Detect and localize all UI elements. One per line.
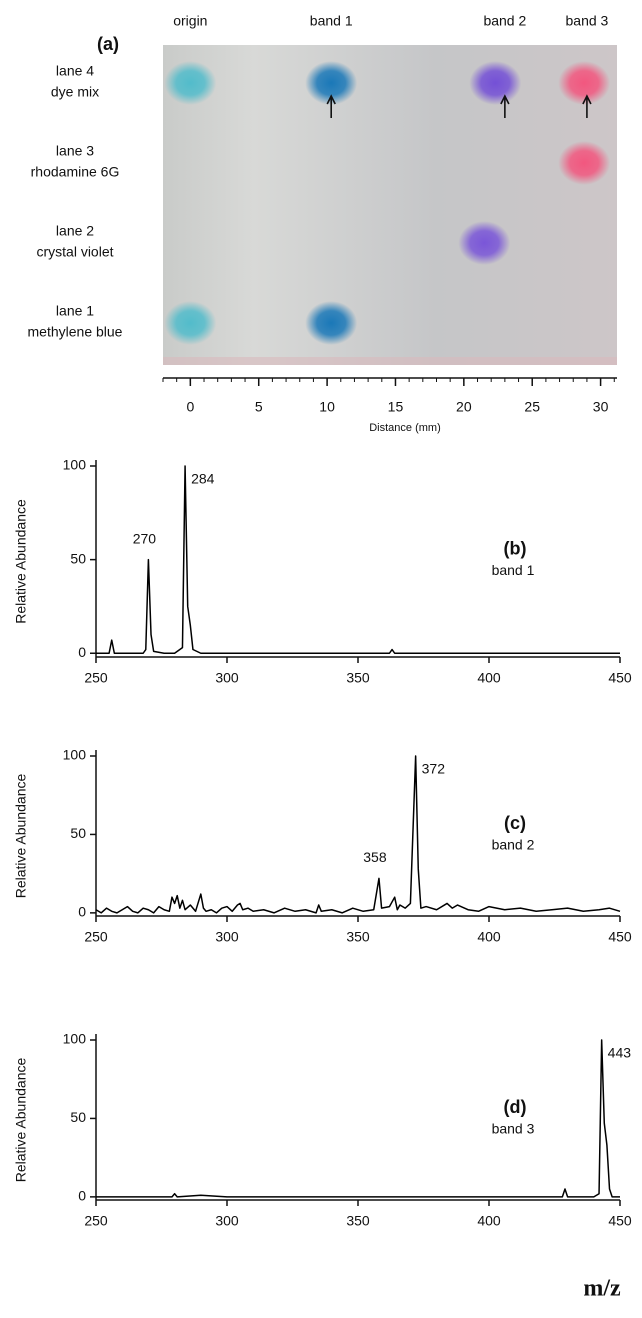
panel-subtitle: band 1: [492, 562, 535, 578]
spot: [558, 141, 611, 185]
tlc-plate: [163, 45, 617, 365]
y-axis-label: Relative Abundance: [13, 499, 29, 624]
panel-label: (c): [504, 813, 526, 833]
spectrum-line: [95, 755, 621, 914]
x-axis-label: m/z: [583, 1276, 621, 1302]
y-tick-label: 0: [78, 904, 86, 920]
band-label: band 1: [310, 13, 353, 29]
spectrum-line: [96, 465, 620, 654]
y-tick-label: 0: [78, 1188, 86, 1204]
lane-name: lane 3: [56, 143, 94, 159]
lane-name: lane 1: [56, 303, 94, 319]
x-tick-label: 300: [215, 929, 239, 945]
x-tick-label: 30: [593, 399, 609, 415]
band-label: band 2: [483, 13, 526, 29]
spot: [164, 301, 217, 345]
y-axis-label: Relative Abundance: [13, 774, 29, 899]
spot: [164, 61, 217, 105]
x-tick-label: 20: [456, 399, 472, 415]
y-tick-label: 50: [70, 1109, 86, 1125]
spectrum-line: [96, 1039, 620, 1198]
spot: [305, 61, 358, 105]
lane-compound: crystal violet: [36, 244, 113, 260]
x-tick-label: 250: [84, 670, 108, 686]
lane-name: lane 2: [56, 223, 94, 239]
plate-edge: [163, 357, 617, 365]
peak-label: 372: [422, 761, 446, 777]
peak-label: 270: [133, 530, 157, 546]
x-tick-label: 400: [477, 670, 501, 686]
panel-label: (a): [97, 34, 119, 54]
panel-label: (b): [504, 538, 527, 558]
x-tick-label: 350: [346, 1213, 370, 1229]
y-axis-label: Relative Abundance: [13, 1058, 29, 1183]
lane-compound: dye mix: [51, 84, 99, 100]
y-tick-label: 0: [78, 644, 86, 660]
x-tick-label: 350: [346, 670, 370, 686]
lane-name: lane 4: [56, 63, 94, 79]
panel-subtitle: band 3: [492, 1121, 535, 1137]
arrow: [500, 94, 510, 118]
band-label: origin: [173, 13, 207, 29]
x-tick-label: 5: [255, 399, 263, 415]
x-tick-label: 350: [346, 929, 370, 945]
x-tick-label: 400: [477, 929, 501, 945]
x-tick-label: 0: [186, 399, 194, 415]
peak-label: 358: [363, 849, 387, 865]
y-tick-label: 50: [70, 550, 86, 566]
panel-label: (d): [504, 1097, 527, 1117]
spot: [458, 221, 511, 265]
x-tick-label: 10: [319, 399, 335, 415]
x-tick-label: 15: [388, 399, 404, 415]
x-tick-label: 450: [608, 670, 632, 686]
x-tick-label: 450: [608, 929, 632, 945]
spot: [469, 61, 522, 105]
x-tick-label: 25: [524, 399, 540, 415]
x-tick-label: 250: [84, 929, 108, 945]
panel-subtitle: band 2: [492, 837, 535, 853]
arrow: [582, 94, 592, 118]
x-axis-label: Distance (mm): [369, 422, 441, 434]
lane-compound: methylene blue: [28, 324, 123, 340]
band-label: band 3: [566, 13, 609, 29]
y-tick-label: 100: [63, 747, 87, 763]
peak-label: 284: [191, 471, 215, 487]
lane-compound: rhodamine 6G: [31, 164, 120, 180]
x-tick-label: 400: [477, 1213, 501, 1229]
y-tick-label: 50: [70, 825, 86, 841]
peak-label: 443: [608, 1045, 632, 1061]
spot: [558, 61, 611, 105]
x-tick-label: 300: [215, 670, 239, 686]
spot: [305, 301, 358, 345]
arrow: [326, 94, 336, 118]
y-tick-label: 100: [63, 1031, 87, 1047]
x-tick-label: 450: [608, 1213, 632, 1229]
y-tick-label: 100: [63, 457, 87, 473]
x-tick-label: 250: [84, 1213, 108, 1229]
x-tick-label: 300: [215, 1213, 239, 1229]
